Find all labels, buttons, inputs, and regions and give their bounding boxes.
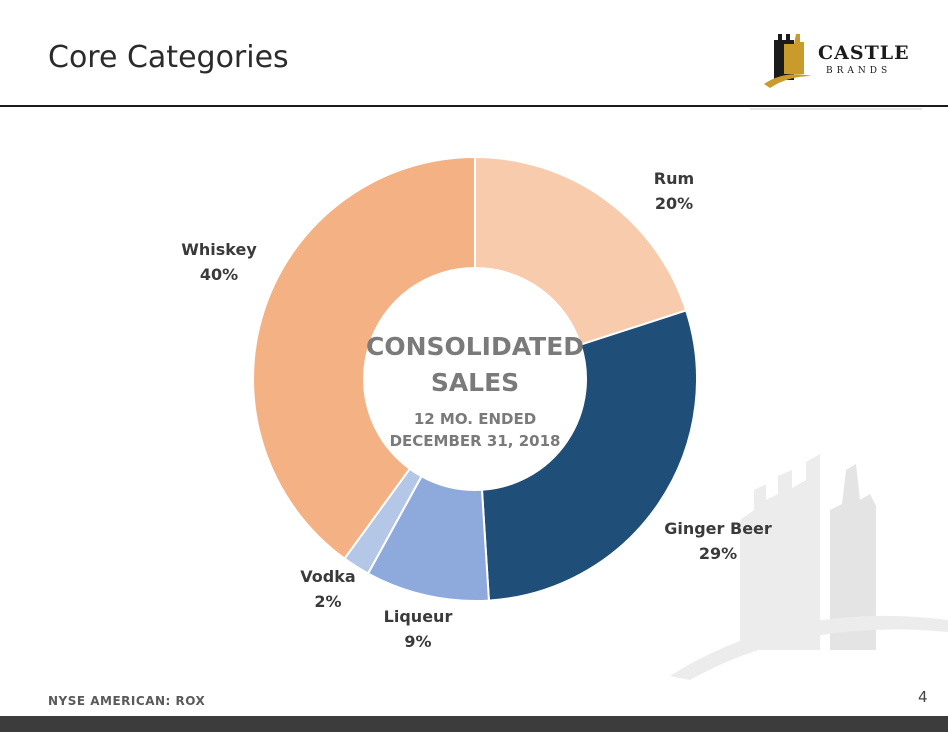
header-divider	[0, 105, 948, 107]
label-whiskey: Whiskey	[181, 240, 257, 259]
page-number: 4	[918, 688, 928, 706]
center-sub-line2: DECEMBER 31, 2018	[390, 432, 561, 450]
castle-watermark-icon	[670, 454, 948, 680]
slice-rum	[474, 155, 688, 346]
percent-ginger-beer: 29%	[699, 544, 737, 563]
center-title-line2: SALES	[431, 368, 519, 397]
page-title: Core Categories	[48, 40, 289, 75]
castle-brands-logo: CASTLE BRANDS	[760, 30, 930, 90]
slice-ginger-beer	[480, 309, 698, 602]
center-title-line1: CONSOLIDATED	[366, 332, 584, 361]
logo-divider	[750, 108, 922, 110]
castle-tower-icon	[764, 34, 812, 88]
slice-whiskey	[252, 155, 476, 560]
label-vodka: Vodka	[300, 567, 355, 586]
percent-liqueur: 9%	[404, 632, 431, 651]
label-rum: Rum	[654, 169, 694, 188]
label-ginger-beer: Ginger Beer	[664, 519, 772, 538]
percent-whiskey: 40%	[200, 265, 238, 284]
percent-rum: 20%	[655, 194, 693, 213]
percent-vodka: 2%	[314, 592, 341, 611]
center-sub-line1: 12 MO. ENDED	[414, 410, 536, 428]
footer-ticker: NYSE AMERICAN: ROX	[48, 694, 206, 708]
logo-text-brands: BRANDS	[826, 66, 892, 76]
label-liqueur: Liqueur	[384, 607, 453, 626]
logo-text-castle: CASTLE	[818, 42, 910, 64]
footer-bar	[0, 716, 948, 732]
